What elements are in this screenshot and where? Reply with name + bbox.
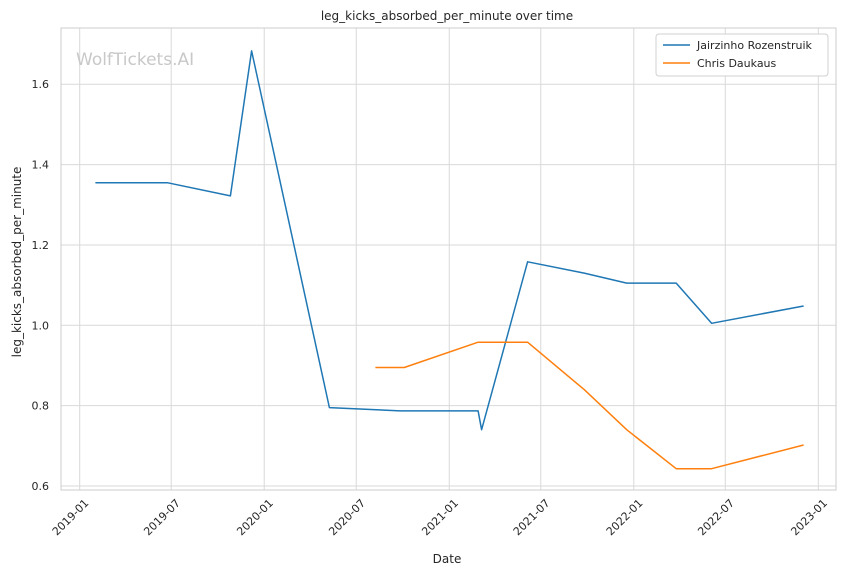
y-axis-label: leg_kicks_absorbed_per_minute [10,167,24,358]
plot-area [61,28,836,490]
y-tick-label: 1.0 [32,319,50,332]
x-axis-label: Date [433,552,462,566]
series-line-jairzinho [95,50,804,431]
watermark-text: WolfTickets.AI [76,50,194,70]
series-line-daukaus [375,341,804,470]
y-tick-label: 1.4 [32,159,50,172]
legend-box [655,33,829,77]
chart-title: leg_kicks_absorbed_per_minute over time [321,9,573,23]
plot-frame [60,27,837,491]
legend-label-jairzinho: Jairzinho Rozenstruik [696,39,813,52]
y-tick-label: 0.6 [32,480,50,493]
legend-label-daukaus: Chris Daukaus [697,57,777,70]
y-tick-label: 1.2 [32,239,50,252]
y-tick-label: 0.8 [32,400,50,413]
legend: Jairzinho Rozenstruik Chris Daukaus [655,33,829,77]
y-tick-label: 1.6 [32,78,50,91]
